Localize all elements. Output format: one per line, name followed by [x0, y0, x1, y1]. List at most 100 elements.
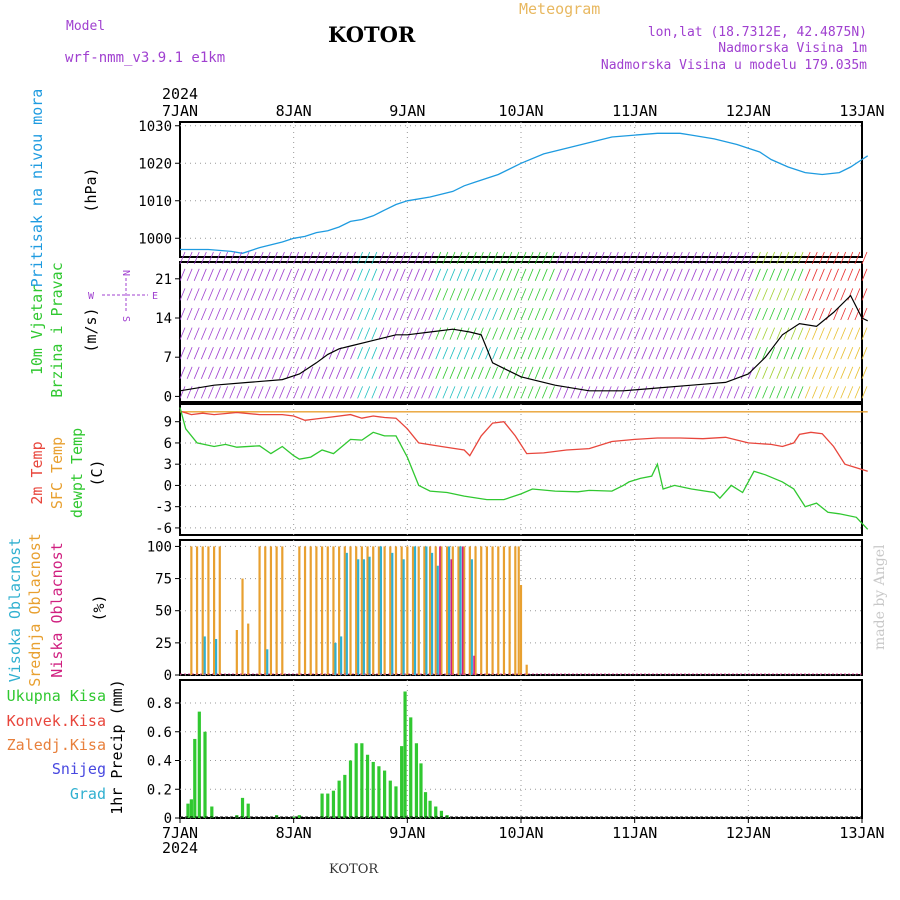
compass-n: N — [120, 270, 131, 276]
wind-barb — [215, 288, 221, 301]
wind-barb — [833, 366, 839, 379]
cloud-unit-label: (%) — [90, 594, 108, 621]
wind-barb — [200, 386, 207, 399]
wind-barb — [740, 251, 747, 265]
wind-barb — [435, 268, 442, 281]
wind-barb — [328, 347, 335, 360]
wind-barb — [378, 366, 385, 379]
wind-barb — [286, 366, 292, 379]
wind-barb — [513, 347, 520, 360]
model-elevation-text: Nadmorska Visina u modelu 179.035m — [600, 58, 867, 73]
wind-barb — [556, 307, 562, 321]
wind-barb — [385, 307, 392, 321]
wind-barb — [541, 386, 548, 399]
wind-barb — [719, 386, 726, 399]
wind-barb — [712, 268, 719, 281]
wind-barb — [343, 347, 349, 360]
mid-cloud-bar — [326, 546, 329, 675]
x-tick-label-top: 11JAN — [612, 102, 657, 120]
x-tick-label-bottom: 10JAN — [498, 824, 543, 842]
wind-barb — [648, 366, 655, 379]
wind-barb — [847, 366, 854, 379]
wind-barb — [271, 288, 278, 301]
mid-cloud-bar — [394, 546, 398, 675]
wind-barb — [705, 288, 712, 301]
wind-barb — [563, 251, 569, 265]
wind-barb — [691, 307, 697, 321]
x-year-bottom: 2024 — [162, 839, 198, 857]
wind-barb — [811, 268, 818, 281]
wind-barb — [414, 288, 420, 301]
wind-barb — [300, 366, 307, 379]
wind-barb — [527, 386, 534, 399]
footer-station: KOTOR — [329, 862, 379, 877]
wind-barb — [570, 347, 577, 360]
wind-barb — [286, 268, 292, 281]
wind-barb — [399, 268, 406, 281]
wind-barb — [541, 347, 548, 360]
wind-barb — [726, 327, 733, 340]
wind-barb — [435, 386, 442, 399]
wind-barb — [286, 288, 292, 301]
wind-barb — [449, 347, 456, 360]
wind-barb — [470, 347, 477, 360]
high-cloud-bar — [362, 559, 365, 675]
mid-cloud-bar — [519, 585, 523, 675]
wind-barb — [840, 251, 847, 265]
wind-barb — [492, 307, 498, 321]
wind-barb — [769, 268, 776, 281]
y-tick-label: -6 — [155, 521, 172, 537]
wind-barb — [456, 386, 463, 399]
wind-barb — [655, 288, 662, 301]
wind-barb — [762, 268, 768, 281]
wind-barb — [676, 288, 683, 301]
wind-barb — [790, 251, 797, 265]
wind-barb — [733, 251, 740, 265]
wind-barb — [541, 366, 548, 379]
wind-barb — [612, 327, 619, 340]
wind-barb — [300, 288, 307, 301]
wind-barb — [208, 288, 214, 301]
wind-barb — [648, 347, 655, 360]
wind-barb — [271, 307, 278, 321]
wind-barb — [811, 386, 818, 399]
wind-barb — [378, 347, 385, 360]
wind-barb — [577, 307, 584, 321]
wind-barb — [655, 327, 662, 340]
wind-barb — [307, 327, 314, 340]
wind-barb — [570, 251, 577, 265]
wind-barb — [478, 288, 484, 301]
wind-barb — [520, 251, 527, 265]
wind-barb — [591, 268, 598, 281]
wind-barb — [421, 347, 427, 360]
wind-barb — [627, 251, 633, 265]
y-tick-label: 100 — [147, 539, 172, 555]
high-cloud-bar — [334, 642, 337, 675]
wind-barb — [186, 268, 193, 281]
wind-barb — [293, 327, 300, 340]
wind-barb — [335, 251, 342, 265]
temp-2m-axis-label: 2m Temp — [28, 441, 46, 504]
watermark: made by Angel — [872, 544, 888, 651]
wind-barb — [804, 347, 811, 360]
wind-barb — [776, 307, 783, 321]
wind-barb — [186, 347, 193, 360]
mid-cloud-bar — [201, 546, 204, 675]
wind-barb — [385, 288, 392, 301]
wind-barb — [776, 251, 783, 265]
wind-barb — [350, 347, 356, 360]
wind-barb — [406, 251, 413, 265]
wind-barb — [861, 347, 868, 360]
wind-barb — [662, 251, 669, 265]
wind-barb — [264, 366, 271, 379]
wind-barb — [847, 288, 854, 301]
wind-barb — [371, 307, 378, 321]
wind-barb — [385, 251, 392, 265]
mid-cloud-bar — [451, 546, 454, 675]
wind-barb — [229, 327, 236, 340]
wind-barb — [861, 288, 868, 301]
wind-barb — [698, 386, 704, 399]
high-cloud-bar — [391, 552, 394, 675]
precip-bar — [210, 806, 214, 818]
